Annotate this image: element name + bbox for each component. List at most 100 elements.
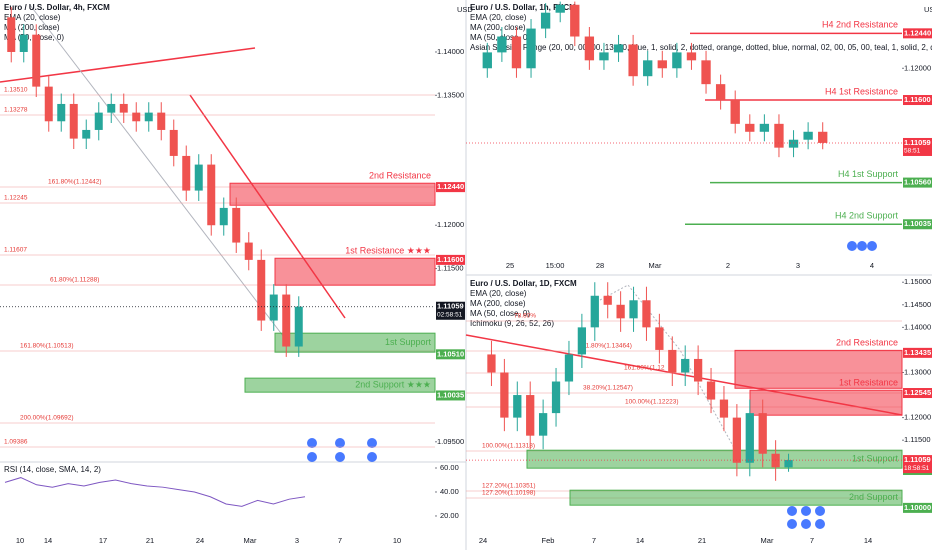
x-tick-label: 4 — [870, 261, 874, 270]
candle-body — [730, 100, 740, 124]
candle-body — [44, 86, 53, 122]
candle-body — [616, 304, 625, 319]
x-tick-label: 15:00 — [546, 261, 565, 270]
x-tick-label: 21 — [146, 536, 154, 545]
fib-label: 1.09386 — [4, 439, 28, 446]
candle-body — [590, 295, 599, 328]
level-label: 1st Support — [385, 337, 432, 347]
level-zone — [749, 389, 903, 416]
level-zone — [734, 349, 903, 389]
candle-body — [577, 327, 587, 355]
x-tick-label: Mar — [244, 536, 257, 545]
fib-label: 1.12245 — [4, 195, 28, 202]
price-tag-label: 1.13435 — [904, 348, 931, 357]
y-tick-label: 1.11500 — [437, 264, 464, 273]
y-tick-label: 1.14000 — [904, 322, 931, 331]
level-label: H4 1st Support — [838, 169, 899, 179]
candle-body — [182, 155, 191, 191]
level-zone — [229, 182, 436, 206]
x-tick-label: 28 — [596, 261, 604, 270]
price-tag — [903, 347, 932, 358]
candle-body — [511, 36, 522, 69]
candle-body — [603, 295, 612, 305]
candle-body — [706, 381, 716, 400]
chart-title: Euro / U.S. Dollar, 4h, FXCM — [4, 3, 110, 12]
candle-body — [788, 139, 799, 148]
y-tick-label: 1.12000 — [904, 63, 931, 72]
x-tick-label: Mar — [761, 536, 774, 545]
chart-title: Euro / U.S. Dollar, 1h, FXCM — [470, 3, 576, 12]
x-tick-label: 14 — [636, 536, 644, 545]
level-label: H4 1st Resistance — [825, 86, 898, 96]
y-tick-label: 20.00 — [440, 511, 459, 520]
candle-body — [803, 131, 813, 140]
level-zone — [569, 489, 903, 506]
price-tag — [436, 390, 465, 401]
candle-body — [643, 60, 653, 77]
level-label: 2nd Support — [849, 492, 899, 502]
level-zone — [526, 449, 903, 469]
fib-label: 38.20%(1.12547) — [583, 385, 633, 392]
candle-body — [745, 413, 754, 463]
x-tick-label: 2 — [726, 261, 730, 270]
candle-body — [500, 372, 509, 418]
price-tag — [436, 349, 465, 360]
candle-body — [681, 358, 690, 373]
price-tag-label: 1.11600 — [437, 255, 464, 264]
y-tick-label: 1.14000 — [437, 47, 464, 56]
candle-body — [194, 164, 203, 191]
x-tick-label: Mar — [649, 261, 662, 270]
price-tag-label: 1.11600 — [904, 95, 931, 104]
candle-body — [628, 44, 638, 77]
candle-body — [32, 34, 41, 87]
level-label: H4 2nd Resistance — [822, 20, 898, 30]
price-tag-label: 1.10510 — [437, 349, 464, 358]
level-zone — [244, 377, 436, 393]
candle-body — [657, 60, 667, 69]
fib-label: 100.00%(1.12223) — [625, 399, 679, 406]
indicator-label: MA (200, close) — [4, 23, 60, 32]
x-tick-label: 7 — [592, 536, 596, 545]
candle-body — [497, 36, 507, 53]
candle-body — [613, 44, 624, 53]
candle-body — [132, 112, 141, 122]
indicator-label: MA (200, close) — [470, 23, 526, 32]
indicator-label: MA (200, close) — [470, 299, 526, 308]
fib-label: 100.00%(1.11318) — [482, 443, 535, 450]
currency-label: USD — [924, 5, 932, 14]
candle-body — [540, 12, 551, 29]
x-tick-label: 14 — [44, 536, 52, 545]
price-tag — [436, 182, 465, 193]
last-price-label: 1.11059 — [904, 455, 931, 464]
candle-body — [207, 164, 216, 226]
candle-body — [555, 4, 565, 13]
last-price-tag — [436, 301, 465, 320]
x-tick-label: 24 — [479, 536, 487, 545]
level-label: 1st Resistance ★★★ — [345, 246, 431, 256]
candle-body — [219, 207, 228, 226]
candle-body — [487, 354, 496, 373]
candle-body — [655, 327, 664, 350]
x-tick-label: Feb — [542, 536, 555, 545]
level-zone — [274, 332, 436, 353]
candle-body — [719, 399, 729, 418]
candle-body — [119, 103, 128, 113]
candle-body — [599, 52, 609, 61]
candle-body — [538, 413, 548, 436]
x-tick-label: 7 — [338, 536, 342, 545]
fib-label: 1.11607 — [4, 247, 27, 254]
price-tag-label: 1.12440 — [904, 28, 931, 37]
y-tick-label: 1.11500 — [904, 435, 931, 444]
indicator-label: Asian Session Range (20, 00, 00, 00, 13,… — [470, 43, 932, 52]
level-zone — [274, 257, 436, 286]
price-tag-label: 1.10560 — [904, 178, 931, 187]
candle-body — [732, 417, 742, 463]
price-tag — [903, 177, 932, 188]
candle-body — [551, 381, 561, 414]
level-label: 2nd Support ★★★ — [355, 380, 431, 390]
y-tick-label: 1.09500 — [437, 437, 464, 446]
fib-label: 161.80%(1.12442) — [48, 179, 102, 186]
candle-body — [269, 294, 278, 321]
candle-body — [701, 60, 711, 85]
x-tick-label: 10 — [393, 536, 401, 545]
